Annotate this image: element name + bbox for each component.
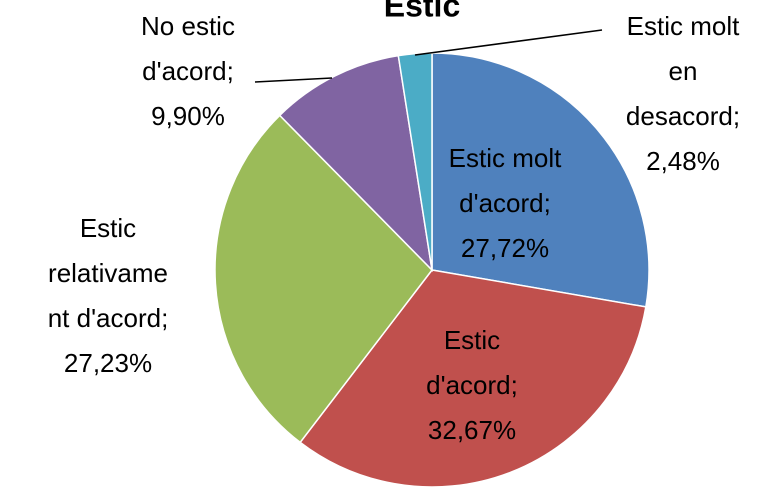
leader-line xyxy=(254,77,333,83)
pie-slice xyxy=(299,269,647,488)
data-label-line: relativame xyxy=(48,258,168,288)
pie-slice xyxy=(431,52,650,308)
data-label-line: No estic xyxy=(141,11,235,41)
pie-slice xyxy=(278,54,434,273)
data-label: No estic d'acord; 9,90% xyxy=(141,11,235,131)
data-label-line: nt d'acord; xyxy=(48,303,169,333)
data-label: Estic molt en desacord; 2,48% xyxy=(626,11,740,176)
data-label: Estic relativame nt d'acord; 27,23% xyxy=(48,213,169,378)
data-label-line: Estic xyxy=(444,325,500,355)
data-label: Estic molt d'acord; 27,72% xyxy=(449,143,562,263)
data-label: Estic d'acord; 32,67% xyxy=(426,325,518,445)
data-label-line: 9,90% xyxy=(151,101,225,131)
data-label-line: desacord; xyxy=(626,101,740,131)
data-label-line: d'acord; xyxy=(142,56,234,86)
data-label-line: 2,48% xyxy=(646,146,720,176)
data-label-line: 27,72% xyxy=(461,233,549,263)
data-label-line: Estic molt xyxy=(449,143,562,173)
data-label-line: 27,23% xyxy=(64,348,152,378)
data-label-line: Estic xyxy=(80,213,136,243)
data-label-line: d'acord; xyxy=(459,188,551,218)
data-label-line: d'acord; xyxy=(426,370,518,400)
pie xyxy=(214,52,650,488)
data-label-line: 32,67% xyxy=(428,415,516,445)
pie-slice xyxy=(214,114,433,444)
chart-title: Estic xyxy=(384,0,460,23)
leader-line xyxy=(414,29,603,56)
data-label-line: en xyxy=(669,56,698,86)
data-label-line: Estic molt xyxy=(627,11,740,41)
